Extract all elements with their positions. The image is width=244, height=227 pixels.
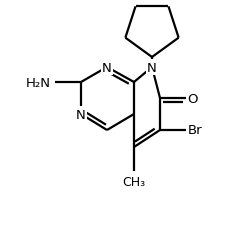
Text: Br: Br — [188, 124, 202, 137]
Text: CH₃: CH₃ — [122, 175, 146, 188]
Text: H₂N: H₂N — [26, 76, 51, 89]
Text: N: N — [147, 61, 157, 74]
Text: N: N — [76, 108, 86, 121]
Text: O: O — [188, 92, 198, 105]
Text: N: N — [102, 61, 112, 74]
